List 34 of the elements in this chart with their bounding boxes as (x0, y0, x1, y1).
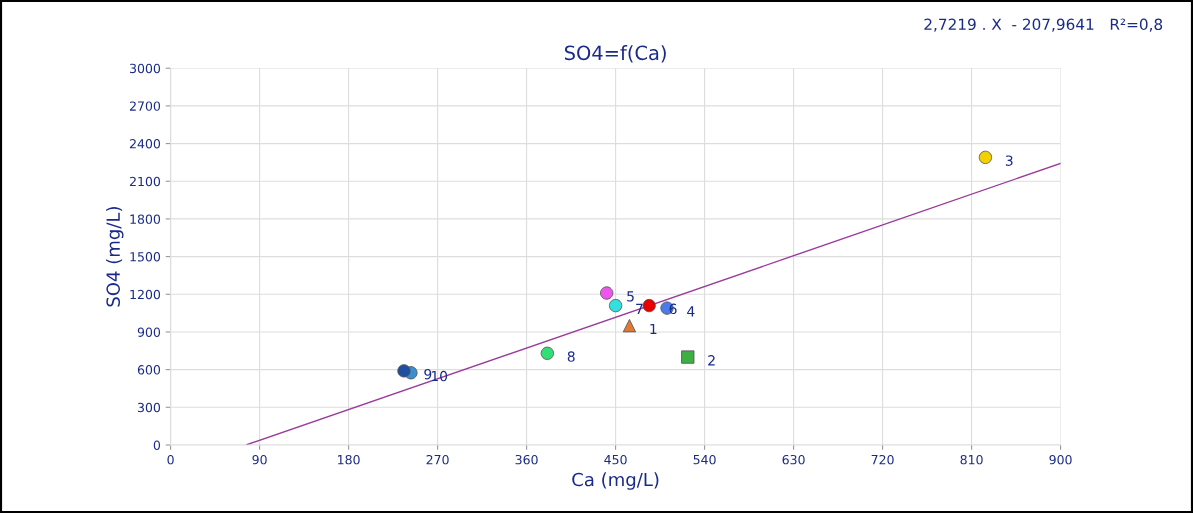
series-label: 1 (650, 323, 657, 335)
y-tick-label: 0 (153, 440, 161, 450)
x-tick-label: 720 (871, 454, 894, 465)
y-tick-label: 600 (137, 365, 161, 375)
y-tick-label: 1500 (130, 252, 161, 262)
y-tick-label: 3000 (130, 63, 161, 74)
x-tick-label: 0 (167, 454, 174, 465)
series-label: 5 (627, 291, 634, 302)
x-tick-label: 90 (252, 454, 267, 465)
series-label: 2 (708, 355, 715, 366)
series-label: 9 (424, 368, 432, 380)
x-tick-label: 270 (426, 454, 449, 465)
x-tick-label: 810 (960, 454, 983, 465)
x-tick-label: 630 (782, 454, 805, 465)
x-axis-title: Ca (mg/L) (572, 472, 659, 490)
series-label: 4 (687, 306, 695, 317)
chart-title: SO4=f(Ca) (564, 45, 666, 63)
y-tick-label: 2100 (129, 176, 161, 187)
y-tick-label: 1800 (130, 214, 161, 224)
series-label: 6 (669, 303, 677, 315)
x-tick-label: 360 (515, 454, 538, 465)
x-tick-label: 450 (604, 454, 627, 465)
y-tick-label: 1200 (130, 289, 161, 300)
x-tick-label: 900 (1049, 454, 1072, 465)
y-tick-label: 2400 (129, 139, 161, 149)
y-tick-label: 2700 (129, 101, 161, 111)
y-axis-title: SO4 (mg/L) (106, 207, 124, 307)
text: 2,7219 . X - 207,9641 R²=0,8 (924, 18, 1163, 32)
x-tick-label: 540 (693, 454, 716, 465)
x-tick-label: 180 (338, 454, 360, 465)
y-tick-label: 300 (137, 402, 161, 413)
y-tick-label: 900 (137, 327, 161, 337)
series-label: 8 (567, 351, 575, 362)
series-label: 3 (1005, 155, 1013, 166)
